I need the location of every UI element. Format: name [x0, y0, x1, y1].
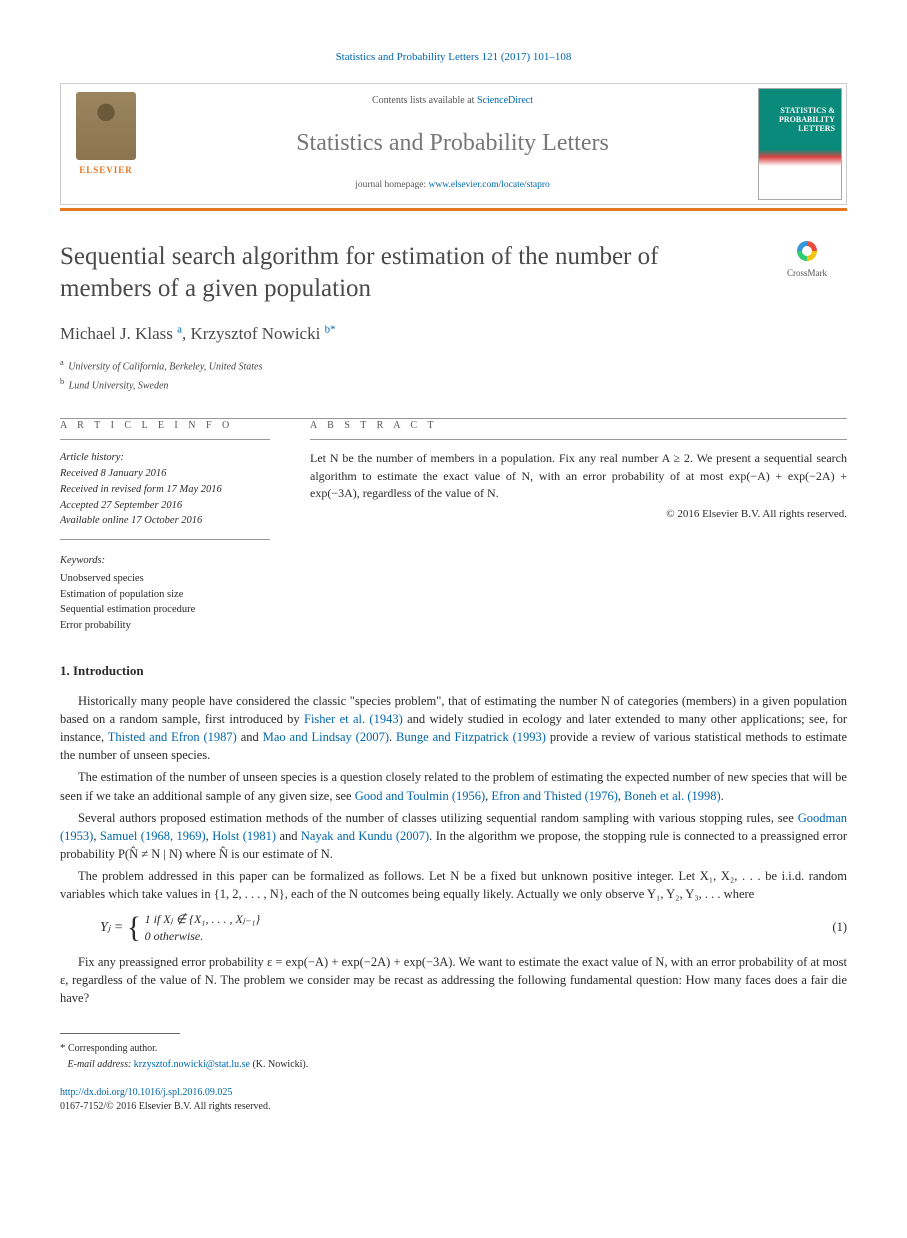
ref-efron-thisted-1976[interactable]: Efron and Thisted (1976) — [491, 789, 617, 803]
footnote-star-icon: * — [60, 1042, 66, 1054]
paragraph-1: Historically many people have considered… — [60, 692, 847, 765]
publisher-logo-block: ELSEVIER — [61, 84, 151, 204]
footnote-separator — [60, 1033, 180, 1034]
p2-text-d: . — [721, 789, 724, 803]
section-1-heading: 1. Introduction — [60, 662, 847, 680]
homepage-line: journal homepage: www.elsevier.com/locat… — [159, 179, 746, 192]
article-info-heading: A R T I C L E I N F O — [60, 419, 270, 440]
crossmark-icon — [797, 241, 817, 261]
orange-divider — [60, 208, 847, 211]
abstract-text: Let N be the number of members in a popu… — [310, 450, 847, 502]
paragraph-3: Several authors proposed estimation meth… — [60, 809, 847, 863]
corresponding-footnote: * Corresponding author. E-mail address: … — [60, 1040, 847, 1072]
paragraph-2: The estimation of the number of unseen s… — [60, 768, 847, 804]
doi-block: http://dx.doi.org/10.1016/j.spl.2016.09.… — [60, 1086, 847, 1114]
history-label: Article history: — [60, 450, 270, 466]
keyword-1: Unobserved species — [60, 571, 270, 587]
author-line: Michael J. Klass a, Krzysztof Nowicki b* — [60, 322, 847, 346]
keywords-label: Keywords: — [60, 554, 270, 569]
author-1: Michael J. Klass — [60, 324, 173, 343]
paper-title: Sequential search algorithm for estimati… — [60, 241, 747, 304]
abstract-copyright: © 2016 Elsevier B.V. All rights reserved… — [310, 507, 847, 522]
article-history: Article history: Received 8 January 2016… — [60, 450, 270, 540]
keyword-3: Sequential estimation procedure — [60, 602, 270, 618]
article-info-column: A R T I C L E I N F O Article history: R… — [60, 419, 270, 633]
keywords-list: Unobserved species Estimation of populat… — [60, 571, 270, 634]
keyword-4: Error probability — [60, 618, 270, 634]
author-1-aff-link[interactable]: a — [177, 323, 182, 335]
cover-thumbnail-block: STATISTICS & PROBABILITY LETTERS — [754, 84, 846, 204]
ref-mao-lindsay-2007[interactable]: Mao and Lindsay (2007) — [263, 730, 389, 744]
doi-link[interactable]: http://dx.doi.org/10.1016/j.spl.2016.09.… — [60, 1087, 232, 1098]
author-2: Krzysztof Nowicki — [190, 324, 320, 343]
ref-good-toulmin-1956[interactable]: Good and Toulmin (1956) — [355, 789, 485, 803]
homepage-link[interactable]: www.elsevier.com/locate/stapro — [429, 180, 550, 190]
p3-text-d: and — [276, 829, 301, 843]
aff-a-marker: a — [60, 358, 64, 367]
ref-samuel-1968-1969[interactable]: Samuel (1968, 1969) — [100, 829, 206, 843]
ref-fisher-1943[interactable]: Fisher et al. (1943) — [304, 712, 403, 726]
history-online: Available online 17 October 2016 — [60, 513, 270, 529]
email-suffix: (K. Nowicki). — [250, 1059, 308, 1070]
p3-text-a: Several authors proposed estimation meth… — [78, 811, 798, 825]
cover-thumb-title: STATISTICS & PROBABILITY LETTERS — [759, 107, 835, 133]
elsevier-tree-icon — [76, 92, 136, 160]
corresponding-star-icon[interactable]: * — [330, 323, 336, 335]
p1-text-c: and — [237, 730, 263, 744]
ref-boneh-1998[interactable]: Boneh et al. (1998) — [624, 789, 721, 803]
contents-prefix: Contents lists available at — [372, 95, 477, 106]
affiliation-b: Lund University, Sweden — [69, 380, 169, 391]
brace-icon: { — [127, 916, 141, 940]
publisher-name: ELSEVIER — [79, 164, 133, 177]
journal-masthead: ELSEVIER Contents lists available at Sci… — [60, 83, 847, 205]
keyword-2: Estimation of population size — [60, 587, 270, 603]
ref-thisted-efron-1987[interactable]: Thisted and Efron (1987) — [108, 730, 237, 744]
paragraph-5: Fix any preassigned error probability ε … — [60, 953, 847, 1007]
affiliation-a: University of California, Berkeley, Unit… — [68, 361, 262, 372]
citation-line: Statistics and Probability Letters 121 (… — [60, 50, 847, 65]
affiliations-block: a University of California, Berkeley, Un… — [60, 356, 847, 395]
journal-cover-thumb: STATISTICS & PROBABILITY LETTERS — [758, 88, 842, 200]
aff-b-marker: b — [60, 377, 64, 386]
history-revised: Received in revised form 17 May 2016 — [60, 482, 270, 498]
history-accepted: Accepted 27 September 2016 — [60, 498, 270, 514]
homepage-prefix: journal homepage: — [355, 180, 428, 190]
history-received: Received 8 January 2016 — [60, 466, 270, 482]
email-label: E-mail address: — [68, 1059, 134, 1070]
ref-nayak-kundu-2007[interactable]: Nayak and Kundu (2007) — [301, 829, 429, 843]
contents-available-line: Contents lists available at ScienceDirec… — [159, 94, 746, 108]
abstract-heading: A B S T R A C T — [310, 419, 847, 440]
equation-1: Yⱼ = { 1 if Xⱼ ∉ {X₁, . . . , Xⱼ₋₁} 0 ot… — [100, 911, 847, 945]
masthead-center: Contents lists available at ScienceDirec… — [151, 84, 754, 204]
eq1-case-1: 1 if Xⱼ ∉ {X₁, . . . , Xⱼ₋₁} — [145, 912, 261, 926]
ref-bunge-fitzpatrick-1993[interactable]: Bunge and Fitzpatrick (1993) — [396, 730, 546, 744]
corresponding-email-link[interactable]: krzysztof.nowicki@stat.lu.se — [134, 1059, 250, 1070]
crossmark-label: CrossMark — [787, 268, 827, 278]
journal-name: Statistics and Probability Letters — [159, 127, 746, 161]
paragraph-4: The problem addressed in this paper can … — [60, 867, 847, 903]
p1-text-d: . — [389, 730, 396, 744]
abstract-column: A B S T R A C T Let N be the number of m… — [310, 419, 847, 633]
eq1-lhs: Yⱼ = — [100, 920, 123, 935]
corresponding-author-label: Corresponding author. — [68, 1043, 157, 1054]
eq1-number: (1) — [832, 919, 847, 937]
sciencedirect-link[interactable]: ScienceDirect — [477, 95, 533, 106]
ref-holst-1981[interactable]: Holst (1981) — [212, 829, 276, 843]
crossmark-badge-block[interactable]: CrossMark — [767, 241, 847, 279]
eq1-case-2: 0 otherwise. — [145, 929, 204, 943]
issn-copyright-line: 0167-7152/© 2016 Elsevier B.V. All right… — [60, 1101, 270, 1112]
